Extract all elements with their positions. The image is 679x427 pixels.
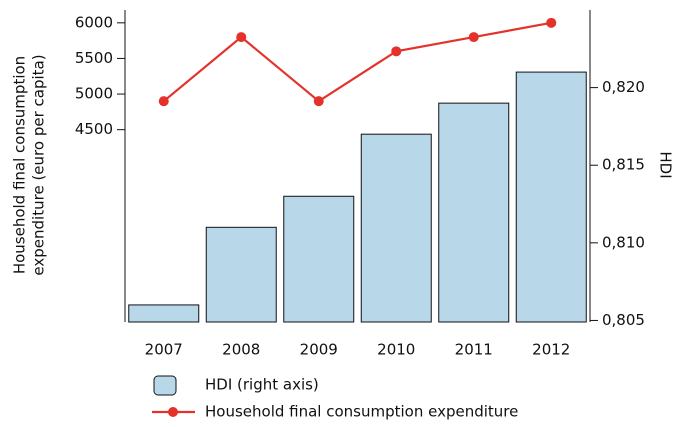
bar: [360, 133, 432, 323]
legend-swatch: [153, 375, 177, 396]
y-tick-label: 4500: [75, 120, 113, 138]
legend-label: HDI (right axis): [205, 376, 319, 394]
x-tick-label: 2007: [145, 341, 183, 359]
y-axis-label: Household final consumption: [11, 56, 29, 274]
x-tick-label: 2012: [532, 341, 570, 359]
y2-tick-label: 0,810: [602, 233, 645, 251]
y2-tick-label: 0,820: [602, 78, 645, 96]
y-tick-label: 6000: [75, 13, 113, 31]
point: [313, 96, 324, 107]
y2-tick-label: 0,815: [602, 156, 645, 174]
legend-swatch: [168, 407, 178, 417]
bar: [438, 102, 510, 323]
bar: [283, 195, 355, 323]
point: [468, 32, 479, 43]
bar: [515, 71, 587, 323]
y-tick-label: 5000: [75, 85, 113, 103]
y-tick-label: 5500: [75, 49, 113, 67]
x-tick-label: 2010: [377, 341, 415, 359]
point: [391, 46, 402, 57]
point: [546, 17, 557, 28]
x-tick-label: 2009: [300, 341, 338, 359]
x-tick-label: 2011: [455, 341, 493, 359]
bar: [128, 304, 200, 323]
line: [163, 21, 552, 103]
point: [158, 96, 169, 107]
legend-label: Household final consumption expenditure: [205, 403, 518, 421]
point: [236, 32, 247, 43]
x-tick-label: 2008: [222, 341, 260, 359]
bar: [205, 226, 277, 323]
y2-axis-label: HDI: [657, 151, 675, 178]
y2-tick-label: 0,805: [602, 311, 645, 329]
y-axis-label: expenditure (euro per capita): [30, 54, 48, 275]
